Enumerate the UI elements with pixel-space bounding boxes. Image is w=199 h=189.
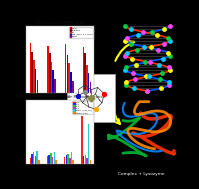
FancyBboxPatch shape xyxy=(67,74,115,122)
